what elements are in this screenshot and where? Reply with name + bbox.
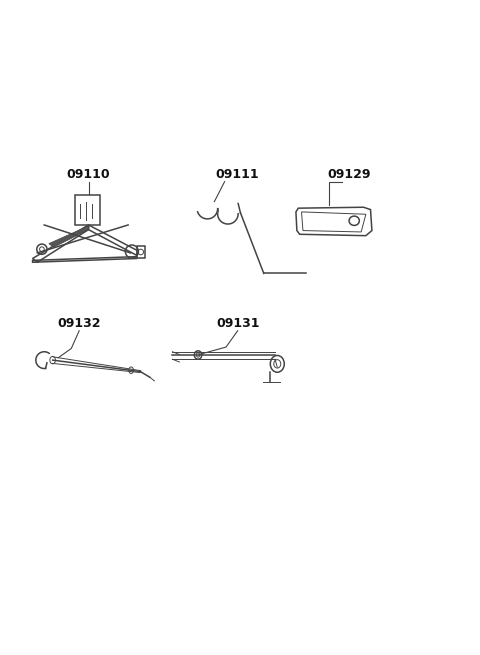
Text: 09110: 09110 [67, 168, 110, 181]
Text: 09132: 09132 [58, 317, 101, 330]
Bar [136, 246, 145, 257]
Text: 09111: 09111 [216, 168, 260, 181]
Text: 09131: 09131 [216, 317, 259, 330]
Text: 09129: 09129 [328, 168, 372, 181]
Bar [74, 195, 100, 225]
Polygon shape [49, 226, 88, 248]
